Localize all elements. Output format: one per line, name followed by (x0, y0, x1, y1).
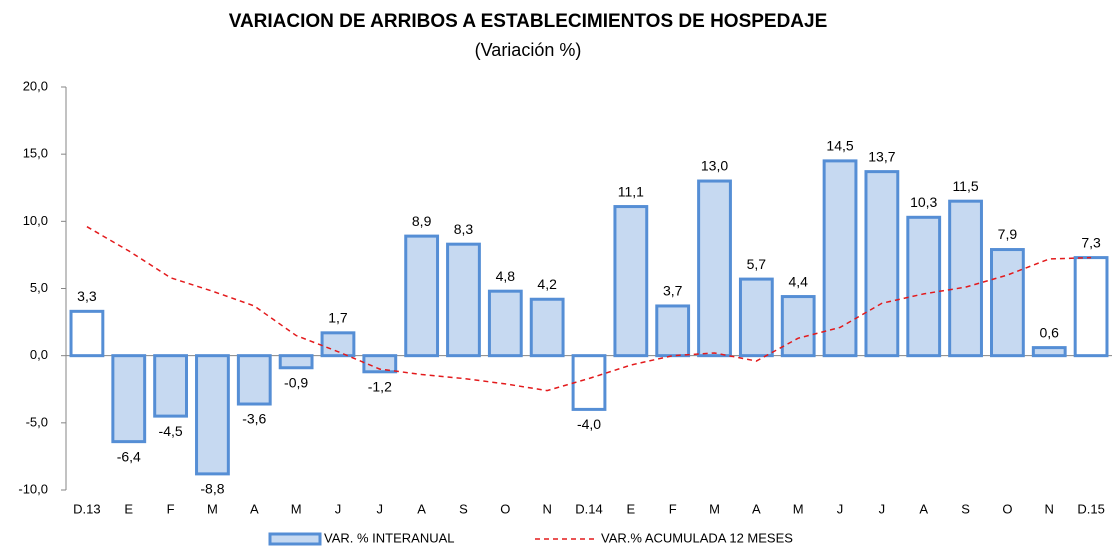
x-tick-label: O (1002, 501, 1012, 516)
value-label: 4,8 (496, 268, 516, 284)
y-tick-label: 0,0 (30, 347, 48, 362)
value-label: 7,9 (998, 226, 1018, 242)
x-tick-label: M (207, 501, 218, 516)
bar (822, 159, 858, 358)
legend-label: VAR.% ACUMULADA 12 MESES (601, 530, 793, 545)
value-label: -4,5 (159, 423, 183, 439)
value-label: 11,1 (618, 183, 644, 199)
bar (948, 199, 983, 358)
x-tick-label: D.13 (73, 501, 100, 516)
x-tick-label: D.14 (575, 501, 602, 516)
x-tick-label: J (879, 501, 886, 516)
value-label: 10,3 (910, 194, 937, 210)
bar (613, 205, 649, 358)
bar (990, 248, 1025, 358)
x-tick-label: O (500, 501, 510, 516)
value-label: -8,8 (200, 481, 224, 497)
value-label: 14,5 (826, 138, 853, 154)
line (86, 226, 1092, 392)
value-label: 7,3 (1081, 234, 1101, 250)
bar (278, 354, 314, 370)
x-tick-label: M (709, 501, 720, 516)
x-tick-label: N (542, 501, 551, 516)
legend-swatch (268, 532, 322, 546)
x-tick-label: A (417, 501, 426, 516)
y-tick-label: 15,0 (23, 146, 48, 161)
x-tick-label: N (1045, 501, 1054, 516)
chart-title: VARIACION DE ARRIBOS A ESTABLECIMIENTOS … (229, 11, 828, 32)
value-label: 8,3 (454, 221, 474, 237)
x-tick-label: F (669, 501, 677, 516)
x-tick-label: M (793, 501, 804, 516)
legend-label: VAR. % INTERANUAL (324, 530, 455, 545)
y-tick-label: 10,0 (23, 213, 48, 228)
y-tick-label: -5,0 (26, 414, 48, 429)
y-tick-label: -10,0 (18, 481, 48, 496)
value-label: -4,0 (577, 416, 601, 432)
x-tick-label: F (167, 501, 175, 516)
value-label: 5,7 (747, 256, 767, 272)
bar (362, 354, 398, 374)
value-label: 13,7 (868, 148, 895, 164)
value-label: 3,7 (663, 283, 683, 299)
bar (111, 354, 147, 444)
bar (236, 354, 272, 406)
x-tick-label: A (250, 501, 259, 516)
bar (571, 354, 607, 411)
value-label: 4,4 (788, 273, 808, 289)
x-tick-label: E (124, 501, 133, 516)
bar (529, 297, 565, 358)
bar (153, 354, 188, 418)
value-label: -0,9 (284, 374, 308, 390)
chart-subtitle: (Variación %) (475, 40, 582, 60)
y-tick-label: 5,0 (30, 280, 48, 295)
bar (906, 215, 942, 358)
x-tick-label: J (377, 501, 384, 516)
value-label: 3,3 (77, 288, 97, 304)
bar (697, 179, 732, 358)
x-tick-label: S (459, 501, 468, 516)
bar (1073, 256, 1109, 358)
bar (69, 309, 105, 358)
value-label: -1,2 (368, 378, 392, 394)
bar (738, 277, 774, 358)
bar (864, 170, 900, 358)
x-tick-label: M (291, 501, 302, 516)
value-label: -6,4 (117, 448, 141, 464)
bar (1031, 346, 1067, 358)
bar (404, 234, 440, 358)
value-label: 13,0 (701, 158, 728, 174)
x-tick-label: A (919, 501, 928, 516)
value-label: 8,9 (412, 213, 432, 229)
bar (780, 295, 816, 358)
value-label: 11,5 (952, 178, 978, 194)
x-tick-label: J (335, 501, 342, 516)
bar (487, 289, 523, 358)
bar (320, 331, 356, 358)
value-label: 0,6 (1040, 324, 1060, 340)
x-tick-label: E (627, 501, 636, 516)
x-tick-label: J (837, 501, 844, 516)
x-tick-label: A (752, 501, 761, 516)
y-tick-label: 20,0 (23, 78, 48, 93)
bar (655, 304, 691, 358)
x-tick-label: D.15 (1077, 501, 1104, 516)
bar (195, 354, 230, 476)
value-label: 1,7 (328, 310, 348, 326)
value-label: -3,6 (242, 411, 266, 427)
bar (446, 242, 481, 358)
value-label: 4,2 (537, 276, 557, 292)
x-tick-label: S (961, 501, 970, 516)
